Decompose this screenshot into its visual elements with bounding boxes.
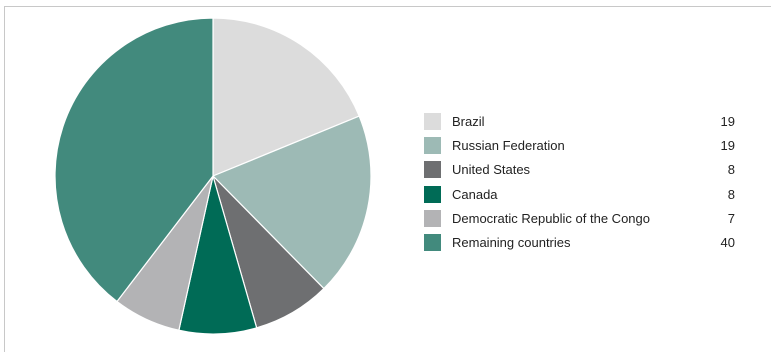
legend-value: 40 [720,235,735,251]
legend-item: Brazil 19 [424,109,744,133]
legend-label: Democratic Republic of the Congo [452,210,650,226]
pie-slice-brazil [212,17,360,177]
legend-label: Remaining countries [452,235,571,251]
legend-swatch [424,185,441,203]
pie-slice-remaining-countries [54,17,214,303]
legend-value: 19 [720,113,735,129]
legend-item: Canada 8 [424,182,744,206]
legend-value: 8 [727,162,735,178]
legend-value: 8 [727,186,735,202]
legend-item: Democratic Republic of the Congo 7 [424,206,744,230]
pie-chart [54,17,372,335]
legend-swatch [424,209,441,227]
legend-swatch [424,112,441,130]
legend-swatch [424,234,441,252]
chart-legend: Brazil 19 Russian Federation 19 United State… [424,109,744,255]
pie-slice-russian-federation [211,115,372,290]
legend-swatch [424,161,441,179]
legend-label: Russian Federation [452,137,565,153]
legend-item: Remaining countries 40 [424,230,744,254]
chart-frame [4,6,771,352]
legend-swatch [424,136,441,154]
legend-value: 19 [720,137,735,153]
legend-label: Canada [452,186,498,202]
legend-item: United States 8 [424,158,744,182]
legend-label: United States [452,162,531,178]
legend-value: 7 [727,210,735,226]
legend-label: Brazil [452,113,485,129]
legend-item: Russian Federation 19 [424,133,744,157]
